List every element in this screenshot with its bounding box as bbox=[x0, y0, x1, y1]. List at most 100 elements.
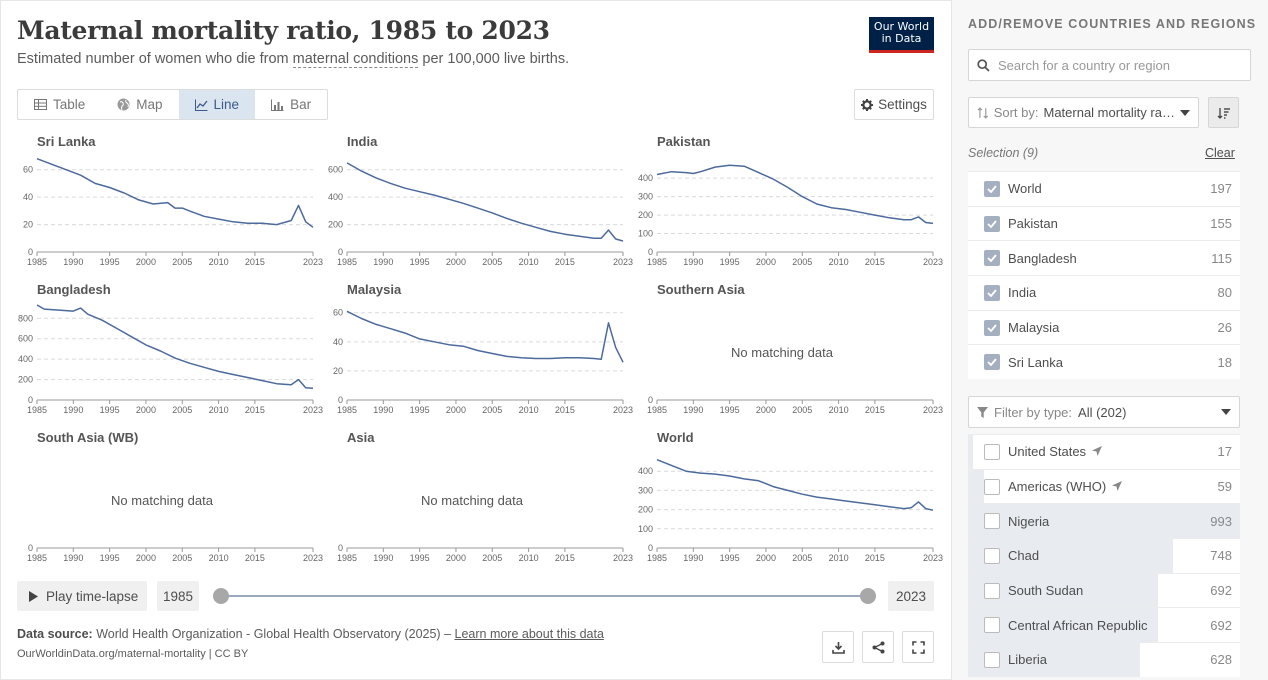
tab-table[interactable]: Table bbox=[18, 90, 101, 119]
x-tick-label: 1995 bbox=[720, 553, 740, 563]
entity-row[interactable]: Chad 748 bbox=[968, 538, 1240, 573]
chart-panel[interactable]: Malaysia 0 20 40 60 1985 1990 1995 2000 2005 2010 2… bbox=[327, 282, 633, 416]
entity-checkbox[interactable] bbox=[984, 250, 1000, 267]
entity-row[interactable]: Nigeria 993 bbox=[968, 503, 1240, 539]
no-data-message: No matching data bbox=[421, 493, 523, 508]
play-timelapse-button[interactable]: Play time-lapse bbox=[17, 581, 147, 611]
entity-row[interactable]: Sri Lanka 18 bbox=[968, 344, 1240, 380]
entity-row[interactable]: Bangladesh 115 bbox=[968, 240, 1240, 276]
entity-value: 155 bbox=[1210, 216, 1232, 232]
x-tick-label: 1990 bbox=[683, 405, 703, 415]
entity-row[interactable]: Malaysia 26 bbox=[968, 309, 1240, 345]
logo-line-1: Our World bbox=[873, 20, 930, 33]
x-tick-label: 2005 bbox=[792, 405, 812, 415]
entity-checkbox[interactable] bbox=[984, 284, 1000, 301]
entity-checkbox[interactable] bbox=[984, 651, 1000, 668]
sort-dropdown[interactable]: Sort by: Maternal mortality ratio bbox=[968, 97, 1199, 128]
x-tick-label: 1990 bbox=[373, 405, 393, 415]
panel-title: Pakistan bbox=[657, 134, 711, 149]
x-tick-label: 2015 bbox=[245, 405, 265, 415]
panel-plot: 0 100 200 300 400 1985 1990 1995 2000 2005 2010 201… bbox=[638, 459, 943, 563]
y-tick-label: 0 bbox=[28, 247, 33, 257]
download-button[interactable] bbox=[822, 631, 854, 663]
chart-panel[interactable]: India 0 200 400 600 1985 1990 1995 2000 2005 2010 2… bbox=[327, 134, 633, 268]
search-input[interactable] bbox=[998, 57, 1238, 73]
entity-checkbox[interactable] bbox=[984, 547, 1000, 564]
tab-bar[interactable]: Bar bbox=[255, 90, 327, 119]
timeline-end-year[interactable]: 2023 bbox=[888, 581, 934, 611]
timeline-track[interactable] bbox=[221, 595, 867, 597]
fullscreen-button[interactable] bbox=[902, 631, 934, 663]
download-icon bbox=[831, 641, 845, 654]
y-tick-label: 60 bbox=[333, 308, 343, 318]
sort-direction-button[interactable] bbox=[1208, 97, 1239, 128]
entity-row[interactable]: Pakistan 155 bbox=[968, 205, 1240, 241]
entity-row[interactable]: India 80 bbox=[968, 275, 1240, 310]
x-tick-label: 2023 bbox=[303, 257, 323, 267]
entity-row[interactable]: Americas (WHO) 59 bbox=[968, 468, 1240, 504]
owid-logo[interactable]: Our World in Data bbox=[869, 17, 934, 53]
timeline-end-handle[interactable] bbox=[860, 588, 876, 604]
series-line[interactable] bbox=[346, 162, 624, 242]
y-tick-label: 400 bbox=[18, 354, 33, 364]
y-tick-label: 20 bbox=[333, 366, 343, 376]
filter-type-dropdown[interactable]: Filter by type: All (202) bbox=[968, 396, 1240, 428]
entity-name: Bangladesh bbox=[1008, 251, 1077, 266]
entity-checkbox[interactable] bbox=[984, 478, 1000, 495]
maternal-conditions-link[interactable]: maternal conditions bbox=[292, 51, 419, 68]
x-tick-label: 2010 bbox=[829, 405, 849, 415]
entity-value: 26 bbox=[1217, 320, 1232, 336]
chart-panel[interactable]: Sri Lanka 0 20 40 60 1985 1990 1995 2000 2005 2010… bbox=[17, 134, 323, 268]
entity-checkbox[interactable] bbox=[984, 180, 1000, 197]
entity-checkbox[interactable] bbox=[984, 215, 1000, 232]
entity-name-text: Bangladesh bbox=[1008, 250, 1077, 266]
location-arrow-icon bbox=[1112, 479, 1123, 494]
tab-line[interactable]: Line bbox=[178, 90, 256, 119]
gear-icon bbox=[861, 98, 874, 111]
entity-checkbox[interactable] bbox=[984, 617, 1000, 634]
y-tick-label: 300 bbox=[638, 192, 653, 202]
share-button[interactable] bbox=[862, 631, 894, 663]
series-line[interactable] bbox=[36, 157, 314, 228]
entity-row[interactable]: World 197 bbox=[968, 171, 1240, 206]
x-tick-label: 1985 bbox=[27, 405, 47, 415]
x-tick-label: 2015 bbox=[245, 257, 265, 267]
entity-checkbox[interactable] bbox=[984, 513, 1000, 530]
series-line[interactable] bbox=[656, 459, 934, 511]
tab-map[interactable]: Map bbox=[101, 90, 178, 119]
country-search bbox=[968, 49, 1251, 81]
series-line[interactable] bbox=[346, 310, 624, 363]
x-tick-label: 2023 bbox=[613, 405, 633, 415]
entity-row[interactable]: Liberia 628 bbox=[968, 642, 1240, 677]
learn-more-link[interactable]: Learn more about this data bbox=[454, 627, 604, 641]
entity-row[interactable]: South Sudan 692 bbox=[968, 572, 1240, 608]
series-line[interactable] bbox=[36, 304, 314, 390]
timeline-start-year[interactable]: 1985 bbox=[157, 581, 199, 611]
entity-row[interactable]: Central African Republic 692 bbox=[968, 607, 1240, 643]
chart-panel[interactable]: Southern Asia 0 1985 1990 1995 2000 2005 2010 20… bbox=[637, 282, 943, 416]
settings-label: Settings bbox=[878, 97, 927, 112]
timeline-start-handle[interactable] bbox=[213, 588, 229, 604]
entity-checkbox[interactable] bbox=[984, 319, 1000, 336]
entity-checkbox[interactable] bbox=[984, 582, 1000, 599]
chart-panel[interactable]: Bangladesh 0 200 400 600 800 1985 1990 1995 2000 2… bbox=[17, 282, 323, 416]
entity-row[interactable]: United States 17 bbox=[968, 434, 1240, 469]
no-data-message: No matching data bbox=[731, 345, 833, 360]
chart-panel[interactable]: Pakistan 0 100 200 300 400 1985 1990 1995 2000 200… bbox=[637, 134, 943, 268]
x-tick-label: 2010 bbox=[209, 405, 229, 415]
chart-panel[interactable]: World 0 100 200 300 400 1985 1990 1995 2000 2005 20… bbox=[637, 430, 943, 564]
chart-panel[interactable]: Asia 0 1985 1990 1995 2000 2005 2010 2015 2023 No … bbox=[327, 430, 633, 564]
chart-url[interactable]: OurWorldinData.org/maternal-mortality | … bbox=[17, 648, 249, 660]
chart-area: Maternal mortality ratio, 1985 to 2023 E… bbox=[17, 16, 943, 663]
entity-checkbox[interactable] bbox=[984, 354, 1000, 371]
entity-sidebar: ADD/REMOVE COUNTRIES AND REGIONS Sort by… bbox=[951, 0, 1268, 680]
x-tick-label: 2015 bbox=[555, 553, 575, 563]
entity-checkbox[interactable] bbox=[984, 443, 1000, 460]
series-line[interactable] bbox=[656, 164, 934, 225]
play-icon bbox=[29, 590, 38, 602]
chart-panel[interactable]: South Asia (WB) 0 1985 1990 1995 2000 2005 2010… bbox=[17, 430, 323, 564]
play-timelapse-label: Play time-lapse bbox=[46, 588, 139, 604]
clear-selection-button[interactable]: Clear bbox=[1205, 146, 1235, 160]
entity-name: Malaysia bbox=[1008, 320, 1059, 335]
settings-button[interactable]: Settings bbox=[854, 89, 934, 120]
